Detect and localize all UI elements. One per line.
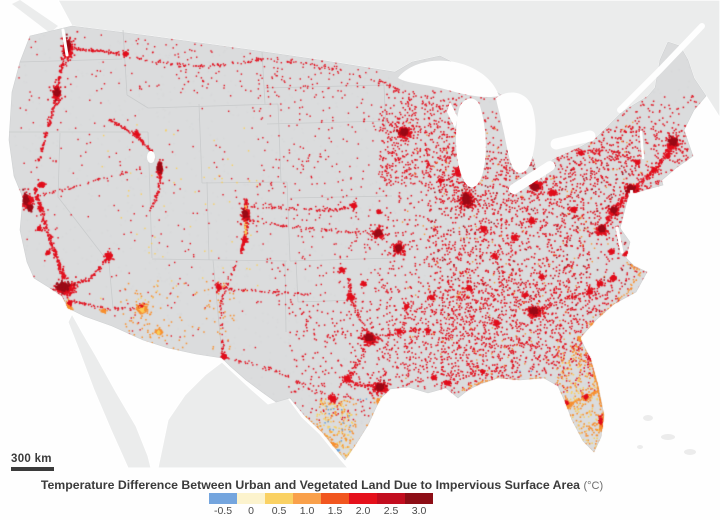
legend-title: Temperature Difference Between Urban and… <box>0 478 644 492</box>
legend-title-text: Temperature Difference Between Urban and… <box>40 478 581 492</box>
legend-tick-label: 3.0 <box>411 505 427 517</box>
canada-landmass <box>57 0 720 184</box>
lake-st-clair <box>535 174 541 180</box>
lake-michigan <box>456 98 486 188</box>
bahamas-islands <box>637 415 696 455</box>
legend-colorbar <box>209 493 433 504</box>
legend-tick-label: 1.5 <box>327 505 343 517</box>
legend-tick-label: 2.0 <box>355 505 371 517</box>
legend-swatch <box>293 493 321 504</box>
lake-ontario <box>550 130 596 150</box>
vancouver-island <box>12 0 58 33</box>
legend-unit: (°C) <box>583 480 604 492</box>
legend-tick-label: 1.0 <box>299 505 315 517</box>
scale-bar-label: 300 km <box>11 453 52 465</box>
us-landmass <box>8 25 707 461</box>
green-bay <box>447 102 458 128</box>
legend-swatch <box>377 493 405 504</box>
legend-tick-label: 2.5 <box>383 505 399 517</box>
legend-tick-labels: -0.5 0 0.5 1.0 1.5 2.0 2.5 3.0 <box>209 505 433 517</box>
legend-swatch <box>405 493 433 504</box>
legend-swatch <box>349 493 377 504</box>
legend-swatch <box>321 493 349 504</box>
legend-tick-label: 0 <box>248 505 254 517</box>
mexico-mainland <box>157 361 350 469</box>
lake-superior <box>398 60 499 98</box>
legend-swatch <box>265 493 293 504</box>
legend-tick-label: -0.5 <box>213 505 233 517</box>
legend-swatch <box>209 493 237 504</box>
lake-champlain <box>639 130 645 160</box>
scale-bar: 300 km <box>11 453 54 471</box>
puget-sound <box>61 28 69 57</box>
scale-bar-rule <box>11 467 54 471</box>
lake-erie <box>509 161 555 194</box>
baja-peninsula <box>67 312 152 469</box>
chesapeake-bay <box>615 226 624 254</box>
st-lawrence-river <box>617 23 705 113</box>
legend-tick-label: 0.5 <box>271 505 287 517</box>
saginaw-bay <box>514 132 526 150</box>
state-borders <box>9 29 397 357</box>
great-salt-lake <box>147 151 155 163</box>
lake-huron <box>496 92 536 173</box>
legend-swatch <box>237 493 265 504</box>
